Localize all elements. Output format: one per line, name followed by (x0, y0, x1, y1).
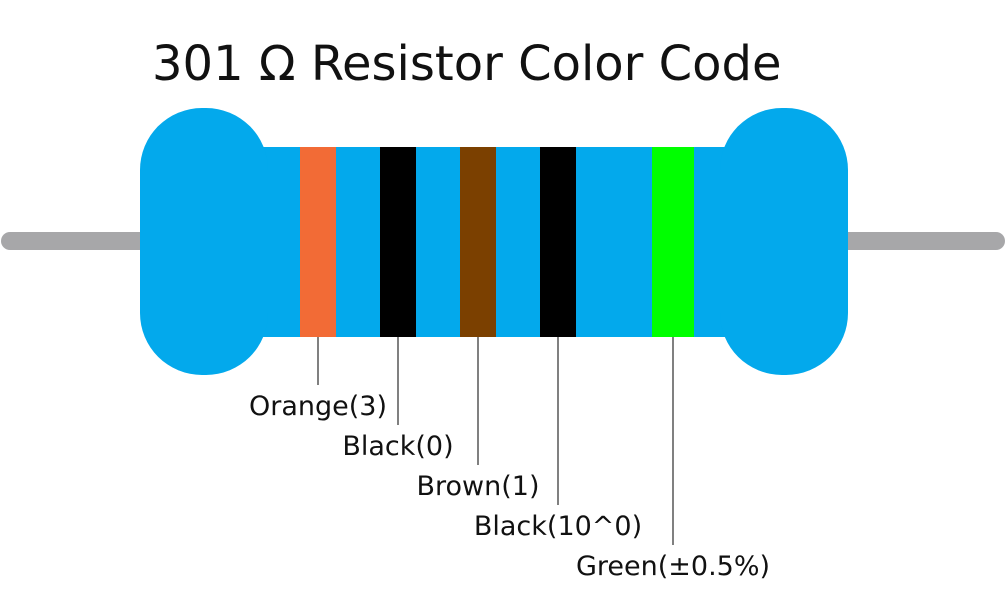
color-band (540, 147, 576, 337)
bands: Orange(3) Black(0) Brown(1) Black(10^0) Gree… (249, 147, 770, 582)
band-label: Black(10^0) (474, 511, 642, 542)
color-band (460, 147, 496, 337)
color-band (652, 147, 694, 337)
right-cap (720, 108, 848, 375)
color-band (380, 147, 416, 337)
band-label: Green(±0.5%) (576, 551, 770, 582)
title: 301 Ω Resistor Color Code (152, 36, 782, 92)
color-band (300, 147, 336, 337)
band-label: Brown(1) (417, 471, 540, 502)
band-label: Orange(3) (249, 391, 387, 422)
left-cap (140, 108, 268, 375)
band-label: Black(0) (342, 431, 453, 462)
